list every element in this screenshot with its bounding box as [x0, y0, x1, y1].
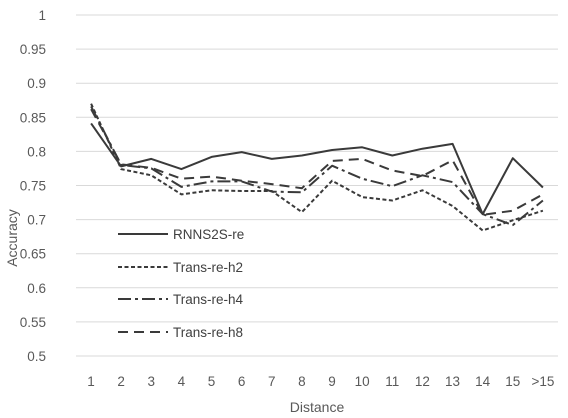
x-tick-label: 9 — [328, 374, 336, 389]
x-tick-label: 8 — [298, 374, 306, 389]
x-tick-label: 10 — [355, 374, 370, 389]
series-lines — [90, 103, 544, 232]
y-tick-label: 0.8 — [27, 144, 46, 159]
x-tick-label: 15 — [505, 374, 520, 389]
x-tick-label: 7 — [268, 374, 276, 389]
y-axis-ticks: 0.5 0.55 0.6 0.65 0.7 0.75 0.8 0.85 0.9 0.95 1 — [20, 8, 46, 364]
legend-label: Trans-re-h2 — [173, 260, 243, 275]
x-tick-label: 13 — [445, 374, 460, 389]
y-tick-label: 1 — [38, 8, 46, 23]
series-line-trans-re-h2 — [90, 103, 544, 232]
x-tick-label: 14 — [475, 374, 491, 389]
legend-label: Trans-re-h8 — [173, 325, 243, 340]
y-axis-label: Accuracy — [4, 209, 20, 267]
x-tick-label: >15 — [531, 374, 554, 389]
y-tick-label: 0.95 — [20, 42, 46, 57]
x-tick-label: 12 — [415, 374, 430, 389]
x-tick-label: 3 — [148, 374, 156, 389]
x-tick-label: 1 — [87, 374, 95, 389]
y-tick-label: 0.9 — [27, 76, 46, 91]
series-line-trans-re-h4 — [90, 105, 544, 227]
legend-label: RNNS2S-re — [173, 227, 244, 242]
x-tick-label: 2 — [117, 374, 125, 389]
x-tick-label: 6 — [238, 374, 246, 389]
y-tick-label: 0.55 — [20, 315, 46, 330]
series-line-rnns2s-re — [90, 122, 544, 216]
y-tick-label: 0.6 — [27, 281, 46, 296]
gridlines — [76, 14, 558, 357]
y-tick-label: 0.75 — [20, 179, 46, 194]
x-tick-label: 11 — [385, 374, 399, 389]
x-tick-label: 5 — [208, 374, 216, 389]
x-axis-ticks: 1 2 3 4 5 6 7 8 9 10 11 12 13 14 15 >15 — [87, 374, 554, 389]
y-tick-label: 0.85 — [20, 110, 46, 125]
legend-label: Trans-re-h4 — [173, 292, 244, 307]
y-tick-label: 0.5 — [27, 349, 46, 364]
y-tick-label: 0.65 — [20, 247, 46, 262]
x-axis-label: Distance — [290, 399, 345, 415]
legend: RNNS2S-re Trans-re-h2 Trans-re-h4 Trans-re-… — [118, 227, 244, 340]
x-tick-label: 4 — [178, 374, 186, 389]
y-tick-label: 0.7 — [27, 213, 46, 228]
